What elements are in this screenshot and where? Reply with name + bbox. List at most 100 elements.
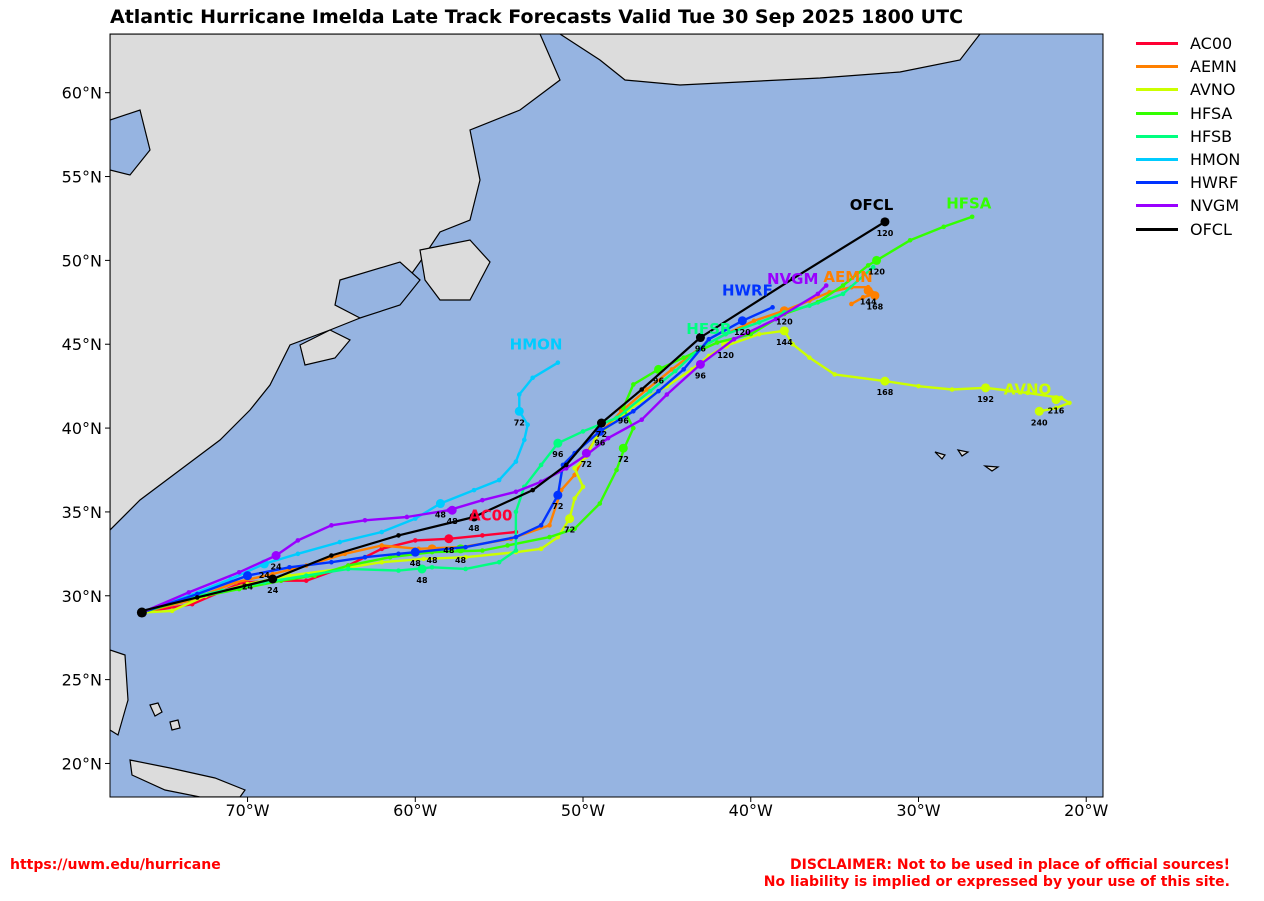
model-label-ac00: AC00: [469, 506, 513, 524]
forecast-hour-point: [514, 406, 524, 416]
track-point: [169, 608, 175, 614]
track-point: [379, 546, 385, 552]
model-label-hfsa: HFSA: [946, 194, 992, 212]
track-point: [597, 501, 603, 506]
forecast-hour-label: 120: [734, 328, 751, 337]
model-label-hfsb: HFSB: [686, 320, 731, 338]
model-label-hwrf: HWRF: [722, 282, 773, 300]
track-point: [362, 518, 368, 523]
forecast-tracks: [136, 214, 1072, 618]
legend-swatch: [1136, 158, 1178, 162]
track-point: [513, 509, 519, 515]
forecast-hour-label: 96: [695, 345, 707, 354]
x-tick-label: 40°W: [729, 801, 773, 820]
track-point: [463, 554, 468, 560]
x-tick-label: 60°W: [393, 801, 437, 820]
track-point: [865, 263, 871, 268]
hudson-bay-water: [110, 109, 151, 176]
track-point: [525, 422, 530, 428]
track-point: [513, 534, 519, 540]
track-point: [916, 383, 921, 389]
legend-item-aemn: AEMN: [1136, 55, 1240, 78]
track-point: [505, 543, 510, 548]
y-tick-label: 25°N: [62, 671, 102, 690]
forecast-hour-label: 24: [267, 586, 279, 595]
track-line: [141, 329, 1071, 614]
forecast-hour-point: [863, 286, 873, 296]
legend-label: NVGM: [1190, 196, 1240, 216]
track-point: [815, 291, 821, 297]
forecast-hour-point: [417, 564, 427, 574]
legend-swatch: [1136, 111, 1178, 115]
y-tick-label: 45°N: [62, 335, 102, 354]
forecast-hour-label: 72: [564, 526, 575, 535]
track-point: [731, 336, 737, 342]
x-tick-label: 30°W: [896, 801, 940, 820]
track-point: [681, 367, 686, 372]
forecast-hour-point: [870, 291, 880, 301]
forecast-hour-label: 96: [618, 417, 630, 426]
legend-item-hmon: HMON: [1136, 148, 1240, 171]
track-point: [295, 538, 301, 543]
legend-item-ofcl: OFCL: [1136, 218, 1240, 241]
track-point: [329, 523, 334, 528]
track-point: [329, 553, 334, 558]
forecast-hour-point: [880, 217, 890, 227]
legend-item-nvgm: NVGM: [1136, 194, 1240, 217]
track-nvgm: [139, 283, 829, 615]
cuba-land: [129, 759, 246, 797]
y-tick-label: 40°N: [62, 419, 102, 438]
legend-swatch: [1136, 134, 1178, 138]
azores-land: [934, 449, 1000, 472]
track-point: [807, 355, 812, 360]
track-ofcl: [139, 217, 890, 614]
track-point: [538, 523, 544, 528]
legend-item-hfsa: HFSA: [1136, 102, 1240, 125]
track-point: [530, 487, 535, 493]
track-point: [563, 462, 569, 468]
track-point: [471, 487, 477, 493]
legend-swatch: [1136, 42, 1178, 46]
forecast-hour-point: [243, 571, 253, 581]
website-link[interactable]: https://uwm.edu/hurricane: [10, 857, 221, 873]
track-line: [141, 284, 828, 614]
forecast-hour-point: [444, 534, 454, 544]
forecast-hour-label: 48: [416, 576, 428, 585]
land-layer: [110, 34, 1000, 797]
track-hfsa: [139, 214, 975, 615]
forecast-hour-label: 96: [552, 450, 564, 459]
legend-label: AVNO: [1190, 80, 1236, 100]
start-point: [136, 607, 147, 618]
forecast-hour-point: [271, 551, 281, 561]
forecast-hour-label: 120: [868, 267, 885, 276]
forecast-hour-label: 24: [259, 571, 271, 580]
florida-land: [110, 649, 129, 736]
track-point: [572, 526, 577, 531]
track-point: [790, 341, 795, 347]
forecast-hour-point: [1034, 406, 1044, 416]
forecast-hour-label: 144: [776, 338, 793, 347]
disclaimer-line-2: No liability is implied or expressed by …: [763, 874, 1230, 890]
forecast-labels: 48AC004896120144168AEMN72120144168192216…: [242, 194, 1065, 595]
legend-swatch: [1136, 204, 1178, 208]
forecast-hour-label: 48: [443, 546, 455, 555]
forecast-hour-label: 72: [552, 502, 563, 511]
track-line: [141, 266, 874, 614]
legend-swatch: [1136, 65, 1178, 69]
track-point: [849, 301, 854, 307]
y-tick-label: 30°N: [62, 587, 102, 606]
y-tick-label: 35°N: [62, 503, 102, 522]
legend-label: HMON: [1190, 150, 1241, 170]
forecast-hour-label: 216: [1048, 407, 1065, 416]
forecast-hour-label: 48: [410, 559, 422, 568]
track-point: [969, 214, 975, 220]
track-point: [194, 595, 200, 600]
forecast-hour-label: 72: [514, 418, 525, 427]
track-point: [840, 283, 846, 288]
axis-ticks: 70°W 60°W 50°W 40°W 30°W 20°W 20°N 25°N 30°N 35°N…: [62, 84, 1109, 820]
forecast-hour-label: 96: [594, 438, 606, 447]
track-point: [723, 331, 728, 337]
track-point: [672, 368, 678, 374]
y-tick-label: 50°N: [62, 251, 102, 270]
forecast-hour-point: [695, 359, 705, 369]
